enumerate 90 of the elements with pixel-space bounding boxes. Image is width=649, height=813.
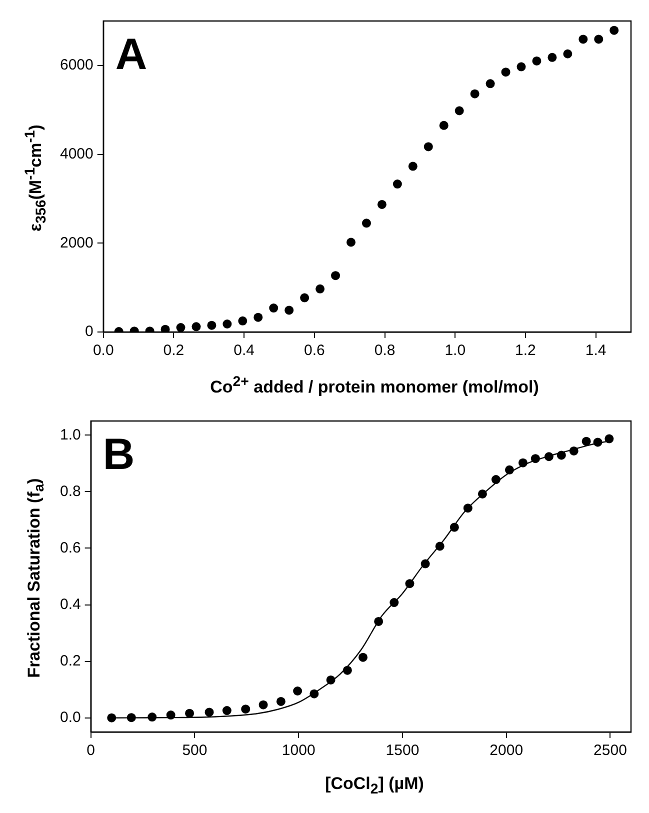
point [192, 322, 201, 332]
point [160, 324, 170, 332]
point [377, 200, 386, 209]
point [358, 652, 368, 662]
annotation: B [102, 430, 135, 480]
x-tick-label: 1.2 [515, 342, 536, 360]
x-tick-label: 0.2 [163, 342, 184, 360]
point [390, 598, 399, 608]
point [420, 559, 430, 568]
y-tick-label: 6000 [60, 56, 94, 74]
x-tick-label: 0.0 [92, 342, 114, 360]
x-tick-label: 1.0 [444, 342, 466, 360]
point [563, 49, 572, 58]
x-axis-title: Co$^{2+}$ added / protein monomer (mol/mol) [209, 374, 540, 398]
y-tick-label: 2000 [60, 234, 94, 252]
point [470, 89, 480, 98]
point [392, 180, 402, 189]
point [204, 708, 214, 717]
x-axis-title: [CoCl$_{2}$] (µM) [324, 774, 425, 798]
point [362, 218, 371, 228]
x-tick-label: 2000 [490, 742, 524, 760]
point [569, 446, 578, 456]
point [450, 522, 459, 532]
x-tick-label: 1000 [282, 742, 316, 760]
point [530, 454, 540, 464]
point [310, 689, 319, 698]
point [435, 542, 444, 551]
point [269, 304, 278, 313]
point [454, 106, 464, 116]
point [408, 162, 418, 171]
point [604, 434, 614, 444]
point [276, 696, 286, 706]
point [610, 26, 619, 35]
x-tick-label: 0.6 [304, 342, 325, 360]
point [582, 436, 591, 446]
point [222, 320, 232, 329]
point [532, 56, 542, 66]
point [491, 475, 500, 484]
annotation: A [115, 30, 148, 80]
point [544, 452, 554, 462]
point [300, 293, 310, 302]
point [176, 323, 186, 332]
point [374, 616, 384, 626]
point [126, 713, 136, 722]
point [326, 675, 336, 684]
point [148, 712, 157, 722]
y-tick-label: 0.2 [60, 652, 81, 670]
point [578, 34, 588, 44]
x-tick-label: 500 [182, 742, 208, 760]
point [293, 686, 302, 696]
point [166, 710, 176, 720]
y-tick-label: 0.6 [60, 539, 81, 556]
point [556, 450, 566, 460]
point [316, 284, 325, 294]
point [107, 713, 116, 722]
y-tick-label: 0.4 [60, 596, 81, 613]
point [207, 320, 216, 330]
point [238, 316, 248, 326]
point [478, 489, 487, 498]
x-tick-label: 1.4 [585, 342, 606, 360]
y-tick-label: 0 [85, 323, 94, 340]
y-tick-label: 4000 [60, 145, 94, 162]
x-tick-label: 2500 [594, 742, 627, 760]
point [486, 79, 495, 88]
y-tick-label: 0.0 [60, 709, 81, 726]
point [331, 271, 340, 280]
point [504, 465, 514, 474]
point [593, 438, 602, 447]
point [501, 68, 510, 77]
y-tick-label: 1.0 [60, 426, 81, 444]
point [185, 708, 194, 718]
point [258, 700, 268, 710]
x-tick-label: 1500 [386, 742, 420, 760]
point [346, 238, 356, 247]
point [254, 312, 263, 322]
x-tick-label: 0.8 [374, 342, 396, 360]
point [284, 306, 294, 315]
point [548, 52, 557, 62]
point [222, 706, 232, 716]
point [424, 142, 433, 152]
point [439, 120, 448, 130]
point [518, 458, 528, 468]
point [463, 504, 472, 513]
point [342, 666, 352, 675]
point [594, 34, 604, 44]
y-tick-label: 0.8 [60, 482, 81, 500]
point [405, 579, 414, 588]
point [241, 704, 250, 714]
point [516, 62, 526, 72]
x-tick-label: 0.4 [234, 342, 254, 360]
